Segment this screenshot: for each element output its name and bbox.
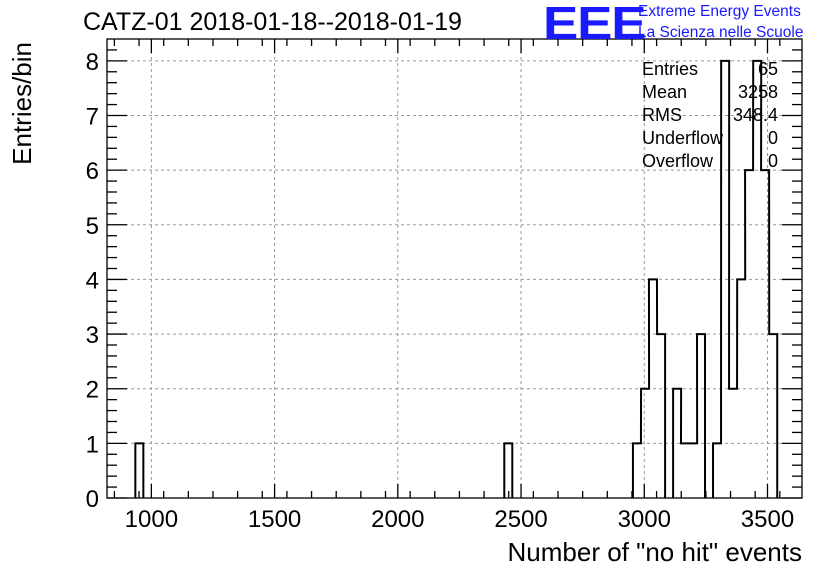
x-tick-label: 3500	[741, 506, 794, 533]
stat-entries-value: 65	[757, 59, 778, 79]
histogram-step-line	[134, 59, 779, 498]
axis-ticks	[107, 39, 802, 499]
stat-underflow-label: Underflow	[642, 128, 724, 148]
y-axis-label: Entries/bin	[7, 42, 37, 165]
y-tick-label: 3	[86, 322, 99, 349]
x-axis-label: Number of "no hit" events	[508, 537, 803, 567]
x-tick-label: 1500	[248, 506, 301, 533]
stat-overflow-label: Overflow	[642, 151, 714, 171]
y-tick-label: 5	[86, 213, 99, 240]
stat-mean-value: 3258	[737, 82, 778, 102]
stat-rms-value: 348.4	[732, 105, 778, 125]
y-tick-label: 8	[86, 49, 99, 76]
eee-logo: EEE	[543, 0, 647, 49]
axis-tick-labels: 1000 1500 2000 2500 3000 3500 0 1 2 3 4 5 6 7 8	[86, 49, 795, 533]
stat-underflow-value: 0	[767, 128, 778, 148]
stat-entries-label: Entries	[642, 59, 699, 79]
stat-rms-label: RMS	[642, 105, 682, 125]
logo-subtitle-line2: La Scienza nelle Scuole	[638, 24, 804, 41]
grid-lines	[107, 39, 802, 498]
y-tick-label: 7	[86, 104, 99, 131]
y-tick-label: 6	[86, 158, 99, 185]
stat-overflow-value: 0	[767, 151, 778, 171]
y-tick-label: 2	[86, 377, 99, 404]
x-tick-label: 2000	[371, 506, 424, 533]
x-tick-label: 2500	[494, 506, 547, 533]
stat-mean-label: Mean	[642, 82, 688, 102]
x-tick-label: 1000	[125, 506, 178, 533]
logo-subtitle-line1: Extreme Energy Events	[638, 3, 801, 20]
chart-title: CATZ-01 2018-01-18--2018-01-19	[83, 8, 462, 36]
y-tick-label: 1	[86, 431, 99, 458]
x-tick-label: 3000	[618, 506, 671, 533]
y-tick-label: 4	[86, 267, 99, 294]
y-tick-label: 0	[86, 486, 99, 513]
